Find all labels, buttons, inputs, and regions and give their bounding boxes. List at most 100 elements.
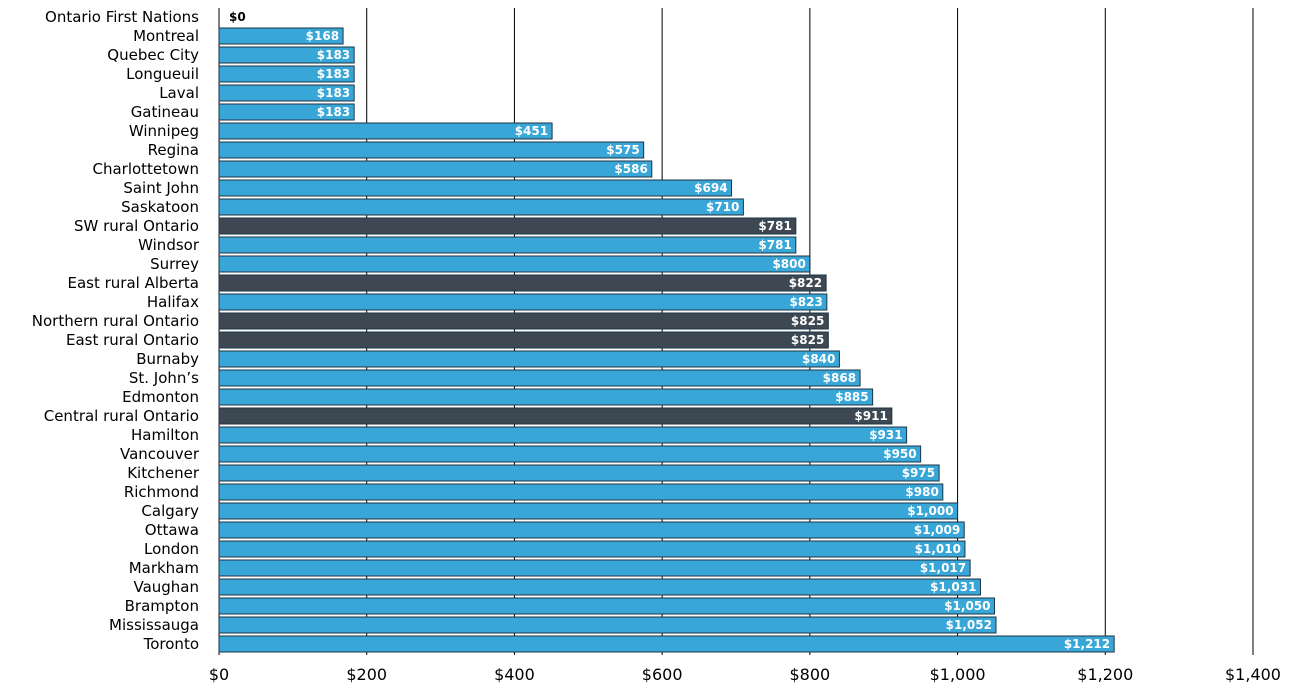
data-label: $975	[902, 466, 935, 480]
x-tick-label: $0	[209, 665, 229, 684]
x-tick-label: $1,200	[1077, 665, 1133, 684]
data-label: $800	[772, 257, 805, 271]
category-label: Edmonton	[122, 388, 199, 406]
data-label: $1,010	[915, 542, 961, 556]
data-label: $168	[306, 29, 339, 43]
data-label: $911	[854, 409, 887, 423]
category-label: Longueuil	[126, 65, 199, 83]
data-label: $183	[317, 105, 350, 119]
category-label: Burnaby	[136, 350, 199, 368]
category-label: Windsor	[138, 236, 200, 254]
bar	[218, 160, 653, 178]
data-label: $825	[791, 333, 824, 347]
category-label: Halifax	[147, 293, 199, 311]
data-label: $781	[758, 238, 791, 252]
category-label: Mississauga	[109, 616, 199, 634]
data-label: $1,050	[944, 599, 990, 613]
bar	[218, 236, 797, 254]
bar	[218, 578, 981, 596]
bar	[218, 388, 874, 406]
category-label: Vaughan	[133, 578, 199, 596]
category-label: Toronto	[143, 635, 199, 653]
category-label: Northern rural Ontario	[32, 312, 199, 330]
x-tick-label: $200	[346, 665, 387, 684]
x-tick-label: $400	[494, 665, 535, 684]
bar	[218, 65, 355, 83]
data-label: $451	[515, 124, 548, 138]
bar	[218, 46, 355, 64]
category-label: St. John’s	[129, 369, 199, 387]
data-label: $825	[791, 314, 824, 328]
category-label: Kitchener	[127, 464, 200, 482]
bar	[218, 331, 829, 349]
category-label: Markham	[129, 559, 199, 577]
category-label: Ottawa	[145, 521, 199, 539]
category-label: Central rural Ontario	[44, 407, 199, 425]
category-label: Laval	[159, 84, 199, 102]
data-label: $980	[905, 485, 938, 499]
category-label: Gatineau	[131, 103, 199, 121]
data-label: $183	[317, 48, 350, 62]
bar	[218, 597, 995, 615]
bar	[218, 445, 922, 463]
category-label: Montreal	[133, 27, 199, 45]
category-label: SW rural Ontario	[74, 217, 199, 235]
bar	[218, 312, 829, 330]
data-label: $575	[606, 143, 639, 157]
bar	[218, 407, 893, 425]
bar	[218, 502, 959, 520]
x-axis-ticks: $0 $200 $400 $600 $800 $1,000 $1,200 $1,400	[209, 665, 1281, 684]
data-label: $1,031	[930, 580, 976, 594]
bar	[218, 635, 1115, 653]
bar	[218, 521, 965, 539]
category-label: Charlottetown	[92, 160, 199, 178]
category-label: London	[144, 540, 199, 558]
bar	[218, 616, 997, 634]
data-label: $1,212	[1064, 637, 1110, 651]
bar	[218, 369, 861, 387]
data-label: $694	[694, 181, 727, 195]
bar	[218, 255, 811, 273]
data-label: $0	[229, 10, 246, 24]
data-label: $1,017	[920, 561, 966, 575]
category-label: Quebec City	[107, 46, 199, 64]
data-label: $950	[883, 447, 916, 461]
bar	[218, 122, 553, 140]
category-label: Surrey	[150, 255, 199, 273]
data-label: $586	[614, 162, 647, 176]
x-tick-label: $1,000	[930, 665, 986, 684]
data-label: $868	[823, 371, 856, 385]
category-label: Saskatoon	[121, 198, 199, 216]
category-label: Hamilton	[131, 426, 199, 444]
data-label: $931	[869, 428, 902, 442]
category-label: Vancouver	[120, 445, 200, 463]
x-tick-label: $800	[789, 665, 830, 684]
data-label: $781	[758, 219, 791, 233]
bar	[218, 464, 940, 482]
bar	[218, 84, 355, 102]
bar	[218, 483, 944, 501]
bar	[218, 274, 827, 292]
bar	[218, 103, 355, 121]
category-label: Regina	[148, 141, 199, 159]
data-label: $1,000	[907, 504, 953, 518]
data-label: $183	[317, 86, 350, 100]
bar	[218, 217, 797, 235]
bar	[218, 293, 828, 311]
x-tick-label: $600	[642, 665, 683, 684]
data-label: $710	[706, 200, 739, 214]
bar	[218, 350, 840, 368]
data-label: $183	[317, 67, 350, 81]
bar	[218, 198, 744, 216]
data-label: $823	[789, 295, 822, 309]
bar	[218, 426, 908, 444]
x-tick-label: $1,400	[1225, 665, 1281, 684]
bar	[218, 179, 733, 197]
data-label: $1,009	[914, 523, 960, 537]
bar	[218, 141, 645, 159]
data-label: $840	[802, 352, 835, 366]
bar	[218, 27, 344, 45]
category-label: East rural Alberta	[67, 274, 199, 292]
category-label: Saint John	[123, 179, 199, 197]
